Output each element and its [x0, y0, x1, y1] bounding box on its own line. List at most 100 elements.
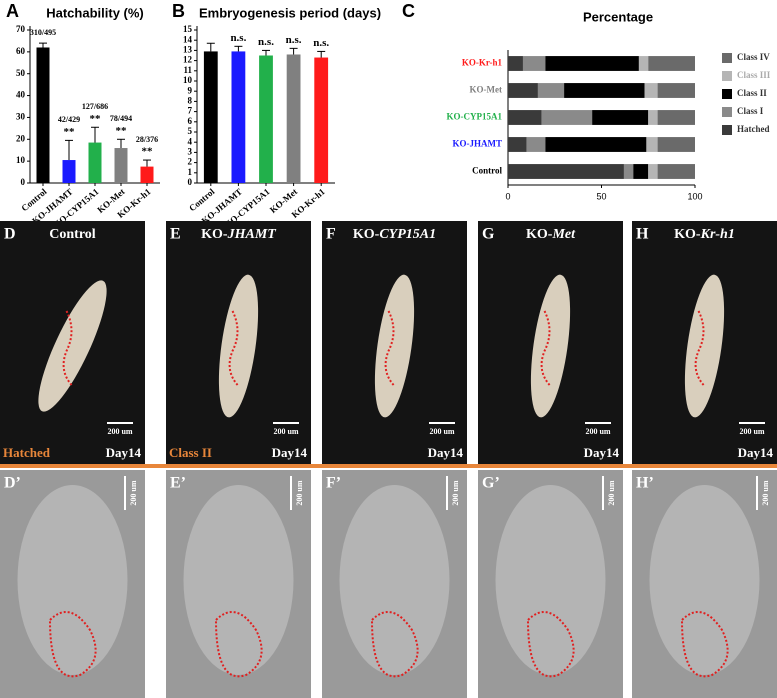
ratio-label: 78/494 — [110, 114, 132, 123]
scale-label: 200 um — [129, 480, 138, 505]
y-tick-label: 30 — [16, 111, 26, 121]
significance: ** — [64, 126, 76, 138]
panel-letter: C — [402, 1, 415, 21]
bar — [286, 54, 301, 184]
bar-segment — [657, 137, 695, 152]
bar-segment — [648, 110, 658, 125]
gut-outline — [49, 611, 97, 678]
scale-label: 200 um — [429, 427, 454, 436]
legend-swatch — [722, 71, 732, 81]
y-tick-label: 2 — [188, 157, 193, 167]
y-tick-label: 15 — [183, 24, 193, 34]
bar — [140, 166, 154, 183]
bar-segment — [508, 137, 527, 152]
specimen — [684, 274, 725, 418]
bar — [62, 160, 76, 183]
y-tick-label: 20 — [16, 133, 26, 143]
y-tick-label: 0 — [188, 177, 193, 187]
specimen — [38, 280, 107, 412]
bar-segment — [633, 164, 649, 179]
bar-segment — [648, 164, 658, 179]
significance: ** — [116, 125, 128, 137]
y-tick-label: 8 — [188, 95, 193, 105]
significance: n.s. — [258, 36, 274, 48]
y-tick-label: KO-Kr-h1 — [462, 58, 503, 68]
bar-segment — [508, 56, 523, 71]
label-prefix: KO- — [201, 227, 228, 242]
scale-label: 200 um — [761, 480, 770, 505]
sem-texture — [649, 485, 760, 675]
panel-letter: A — [6, 1, 19, 21]
y-tick-label: 70 — [16, 24, 26, 34]
label-gene: JHAMT — [227, 227, 278, 242]
panel-label: KO-JHAMT — [201, 227, 277, 242]
bar-segment — [623, 164, 634, 179]
y-tick-label: KO-JHAMT — [453, 139, 503, 149]
bar-segment — [508, 83, 538, 98]
bar-segment — [545, 137, 647, 152]
scale-label: 200 um — [295, 480, 304, 505]
y-tick-label: 50 — [16, 68, 26, 78]
gut-outline — [62, 310, 74, 387]
bar-segment — [638, 56, 649, 71]
day-label: Day14 — [738, 445, 774, 460]
status-label: Hatched — [3, 445, 51, 460]
gut-outline — [371, 611, 419, 678]
x-tick-label: 50 — [596, 191, 606, 201]
panel-label: KO-Kr-h1 — [674, 227, 735, 242]
panel-letter: H — [636, 226, 649, 243]
ratio-label: 310/495 — [30, 28, 56, 37]
y-tick-label: 9 — [188, 85, 193, 95]
bar — [88, 142, 102, 183]
sem-texture — [339, 485, 450, 675]
bar-segment — [648, 56, 695, 71]
y-tick-label: 0 — [21, 177, 26, 187]
y-tick-label: 60 — [16, 46, 26, 56]
label-gene: CYP15A1 — [379, 227, 436, 242]
chart-title: Embryogenesis period (days) — [199, 5, 381, 20]
y-tick-label: 3 — [188, 146, 193, 156]
gut-outline — [384, 310, 396, 387]
bar-segment — [545, 56, 639, 71]
scale-label: 200 um — [739, 427, 764, 436]
panel-label: KO-CYP15A1 — [353, 227, 436, 242]
gut-outline — [681, 611, 729, 678]
label-gene: Kr-h1 — [700, 227, 735, 242]
scale-label: 200 um — [273, 427, 298, 436]
bar — [231, 51, 246, 183]
significance: ** — [90, 113, 102, 125]
y-tick-label: 10 — [183, 75, 193, 85]
y-tick-label: 6 — [188, 116, 193, 126]
y-tick-label: 13 — [183, 44, 193, 54]
y-tick-label: 12 — [183, 55, 193, 65]
y-tick-label: 10 — [16, 155, 26, 165]
bar-segment — [657, 164, 695, 179]
bar-segment — [644, 83, 658, 98]
bar-segment — [564, 83, 645, 98]
y-tick-label: 7 — [188, 106, 193, 116]
panel-label: Control — [49, 227, 96, 242]
scale-label: 200 um — [585, 427, 610, 436]
ratio-label: 28/376 — [136, 135, 158, 144]
legend-label: Class II — [737, 88, 767, 98]
scale-label: 200 um — [451, 480, 460, 505]
panel-letter: B — [172, 1, 185, 21]
scale-label: 200 um — [607, 480, 616, 505]
label-prefix: KO- — [353, 227, 380, 242]
label-prefix: KO- — [526, 227, 553, 242]
specimen — [530, 274, 571, 418]
ratio-label: 127/686 — [82, 102, 108, 111]
bar-segment — [657, 110, 695, 125]
gut-outline — [215, 611, 263, 678]
y-tick-label: KO-Met — [470, 85, 502, 95]
day-label: Day14 — [272, 445, 308, 460]
chart-title: Hatchability (%) — [46, 5, 144, 20]
bar — [203, 51, 218, 183]
legend-label: Class IV — [737, 52, 770, 62]
y-tick-label: KO-CYP15A1 — [447, 112, 503, 122]
gut-outline — [540, 310, 552, 387]
x-tick-label: 0 — [505, 191, 510, 201]
status-label: Class II — [169, 445, 212, 460]
y-tick-label: 11 — [183, 65, 192, 75]
